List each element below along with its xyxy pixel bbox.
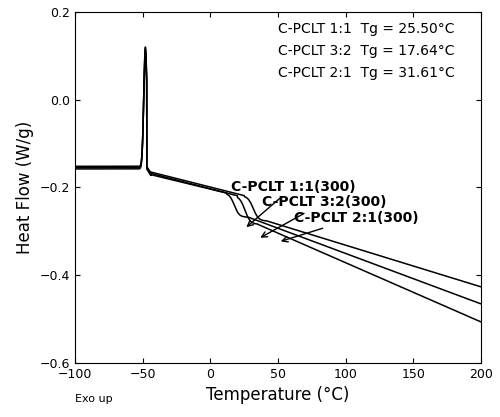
Text: C-PCLT 1:1  Tg = 25.50°C
C-PCLT 3:2  Tg = 17.64°C
C-PCLT 2:1  Tg = 31.61°C: C-PCLT 1:1 Tg = 25.50°C C-PCLT 3:2 Tg = … [278,23,455,80]
Text: C-PCLT 3:2(300): C-PCLT 3:2(300) [262,195,386,237]
Y-axis label: Heat Flow (W/g): Heat Flow (W/g) [16,121,34,254]
Text: Exo up: Exo up [75,394,112,404]
X-axis label: Temperature (°C): Temperature (°C) [206,386,350,404]
Text: C-PCLT 2:1(300): C-PCLT 2:1(300) [282,211,419,242]
Text: C-PCLT 1:1(300): C-PCLT 1:1(300) [230,180,356,226]
